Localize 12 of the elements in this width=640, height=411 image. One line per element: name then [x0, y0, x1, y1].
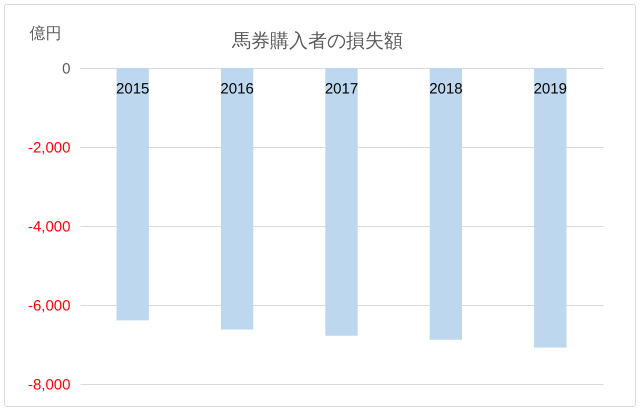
x-tick-label: 2018	[429, 80, 463, 98]
y-tick-label: -6,000	[28, 298, 70, 314]
y-tick-label: 0	[62, 60, 70, 78]
x-tick-label: 2017	[324, 80, 358, 98]
y-tick-label: -2,000	[28, 140, 70, 156]
x-tick-label: 2015	[116, 80, 150, 98]
y-axis-title: 億円	[30, 24, 62, 42]
x-tick-label: 2019	[534, 80, 567, 98]
y-tick-label: -4,000	[28, 218, 70, 236]
y-tick-label: -8,000	[28, 376, 70, 394]
x-tick-label: 2016	[220, 80, 254, 98]
chart-title: 馬券購入者の損失額	[231, 31, 403, 52]
